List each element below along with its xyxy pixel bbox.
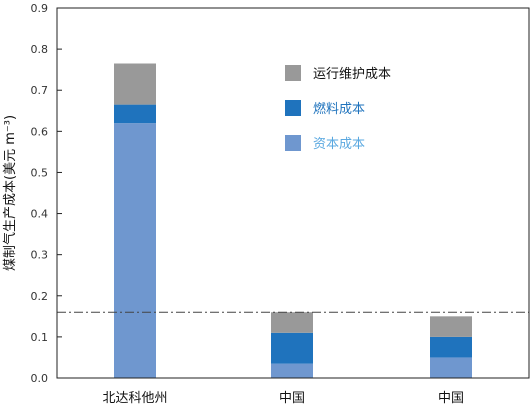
legend-label: 燃料成本 [313,101,365,117]
y-tick-label: 0.7 [31,84,49,97]
y-tick-label: 0.3 [31,249,49,262]
y-tick-label: 0.5 [31,166,49,179]
x-tick-label: 中国 [438,391,464,406]
bars-layer [114,63,472,378]
legend-swatch [285,135,301,151]
y-tick-label: 0.4 [31,208,49,221]
legend-swatch [285,100,301,116]
bar-segment [271,312,313,333]
y-tick-label: 0.8 [31,43,49,56]
legend-label: 资本成本 [313,137,365,152]
bar-segment [114,123,156,378]
y-tick-label: 0.1 [31,331,49,344]
legend-label: 运行维护成本 [313,67,391,82]
y-axis-label: 煤制气生产成本(美元 m⁻³) [2,115,18,271]
legend-swatch [285,65,301,81]
y-tick-label: 0.9 [31,2,49,15]
y-tick-label: 0.2 [31,290,49,303]
bar-segment [114,63,156,105]
y-tick-label: 0.6 [31,125,49,138]
x-tick-label: 中国 [279,391,305,406]
bar-segment [271,332,313,364]
bar-segment [271,363,313,378]
x-tick-label: 北达科他州 [102,391,167,406]
bar-segment [430,316,472,337]
bar-segment [430,336,472,358]
y-tick-label: 0.0 [31,372,49,385]
bar-segment [430,357,472,378]
plot-frame [56,7,530,379]
bar-segment [114,104,156,124]
